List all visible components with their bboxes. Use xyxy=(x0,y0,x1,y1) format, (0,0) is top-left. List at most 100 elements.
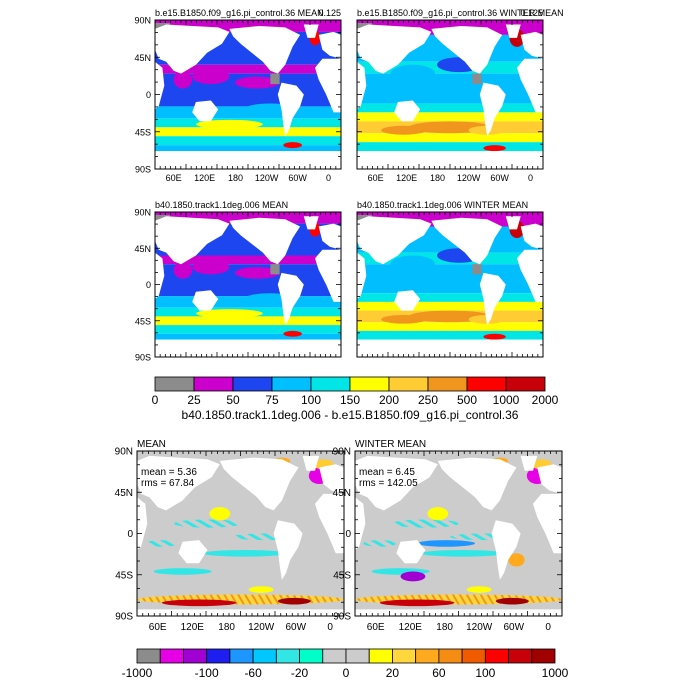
field-blob xyxy=(390,255,436,273)
lat-label: 90N xyxy=(134,16,151,26)
colorbar-level: -1000 xyxy=(122,666,153,680)
land-greenland xyxy=(505,24,521,38)
land-northAmerica xyxy=(219,457,299,511)
land-greenland xyxy=(520,455,538,471)
lon-label: 60W xyxy=(288,173,307,183)
colorbar-level: 150 xyxy=(340,393,360,407)
field-p1 xyxy=(155,20,341,169)
colorbar-level: 100 xyxy=(475,666,495,680)
panel-p3: b40.1850.track1.1deg.006 MEAN 90N 45N 0 45S 9… xyxy=(134,200,342,363)
field-blob xyxy=(390,64,436,83)
land-africaW xyxy=(155,252,165,299)
lat-label: 90S xyxy=(333,612,351,623)
colorbar-level: 1000 xyxy=(542,666,569,680)
land-antarctica xyxy=(357,339,543,357)
colorbar-level: 50 xyxy=(226,393,240,407)
lon-label: 120E xyxy=(399,622,423,633)
colorbar-box xyxy=(193,376,234,392)
colorbar-box xyxy=(310,376,351,392)
lon-label: 60W xyxy=(503,622,524,633)
colorbar-box xyxy=(299,648,324,664)
colorbar-bottom: -1000 -100 -60 -20 0 20 60 100 1000 xyxy=(122,648,569,680)
field-blob xyxy=(173,70,193,89)
colorbar-level: -100 xyxy=(195,666,219,680)
land-europe xyxy=(520,31,543,59)
colorbar-top: 0 25 50 75 100 150 200 250 500 1000 2000 b40.1850.… xyxy=(152,376,559,422)
land-africa xyxy=(315,58,341,113)
field-blob xyxy=(381,125,426,135)
colorbar-box xyxy=(271,376,312,392)
lat-label: 90S xyxy=(135,165,151,175)
field-band xyxy=(357,73,543,104)
field-band xyxy=(357,103,543,113)
panel-corner-label: 0.125 xyxy=(318,8,341,18)
field-band xyxy=(357,133,543,143)
land-antarctica xyxy=(155,339,341,357)
land-greenland xyxy=(302,455,320,471)
land-europe xyxy=(319,464,344,494)
land-australia xyxy=(396,540,426,564)
field-blob xyxy=(145,540,179,547)
land-southAmerica xyxy=(491,520,521,580)
panel-title: b40.1850.track1.1deg.006 WINTER MEAN xyxy=(357,200,528,210)
land-southAmerica xyxy=(479,82,506,137)
lon-label: 60E xyxy=(367,622,385,633)
panel-title: b.e15.B1850.f09_g16.pi_control.36 WINTER… xyxy=(357,8,564,18)
land-antarctica xyxy=(357,151,543,169)
lon-label: 120W xyxy=(248,622,275,633)
land-southAmerica xyxy=(273,520,303,580)
colorbar-box xyxy=(392,648,417,664)
field-band xyxy=(155,136,341,146)
colorbar-level: 1000 xyxy=(493,393,520,407)
colorbar-box xyxy=(206,648,231,664)
land-eurasia xyxy=(357,216,432,265)
field-blob xyxy=(472,73,482,85)
colorbar-level: 60 xyxy=(432,666,446,680)
land-southAmerica xyxy=(277,82,304,137)
colorbar-box xyxy=(415,648,440,664)
land-northAmerica xyxy=(229,26,301,74)
field-band xyxy=(357,301,543,311)
land-northAmerica xyxy=(431,26,503,74)
field-blob xyxy=(270,73,280,85)
land-greenland xyxy=(303,24,319,38)
field-blob xyxy=(173,261,193,279)
field-blob xyxy=(466,586,492,593)
panel-title: b40.1850.track1.1deg.006 MEAN xyxy=(155,200,288,210)
lat-label: 90S xyxy=(115,612,133,623)
lon-label: 180 xyxy=(430,173,445,183)
colorbar-box xyxy=(252,648,277,664)
colorbar-box xyxy=(531,648,556,664)
colorbar-box xyxy=(368,648,393,664)
lon-label: 0 xyxy=(528,173,533,183)
lat-label: 0 xyxy=(345,529,351,540)
colorbar-box xyxy=(505,376,546,392)
land-africaW xyxy=(155,61,165,110)
colorbar-box xyxy=(322,648,347,664)
colorbar-box xyxy=(136,648,161,664)
field-band xyxy=(155,325,341,334)
field-blob xyxy=(195,309,263,318)
land-africaW xyxy=(357,252,367,299)
land-australia xyxy=(178,540,208,564)
land-africa xyxy=(315,493,344,554)
lat-label: 45S xyxy=(135,127,151,137)
colorbar-level: 100 xyxy=(301,393,321,407)
field-blob xyxy=(192,259,230,275)
lat-label: 90N xyxy=(115,447,133,458)
land-australia xyxy=(192,100,219,122)
field-blob xyxy=(161,599,237,607)
field-band xyxy=(155,145,341,152)
colorbar-level: 0 xyxy=(343,666,350,680)
field-blob xyxy=(417,540,476,547)
field-blob xyxy=(381,314,426,324)
field-blob xyxy=(192,69,230,85)
field-blob xyxy=(234,76,280,89)
colorbar-level: 2000 xyxy=(532,393,559,407)
land-eurasia xyxy=(155,216,230,265)
field-blob xyxy=(379,599,455,607)
colorbar-box xyxy=(154,376,195,392)
field-p4 xyxy=(357,212,543,357)
field-blob xyxy=(234,267,280,279)
